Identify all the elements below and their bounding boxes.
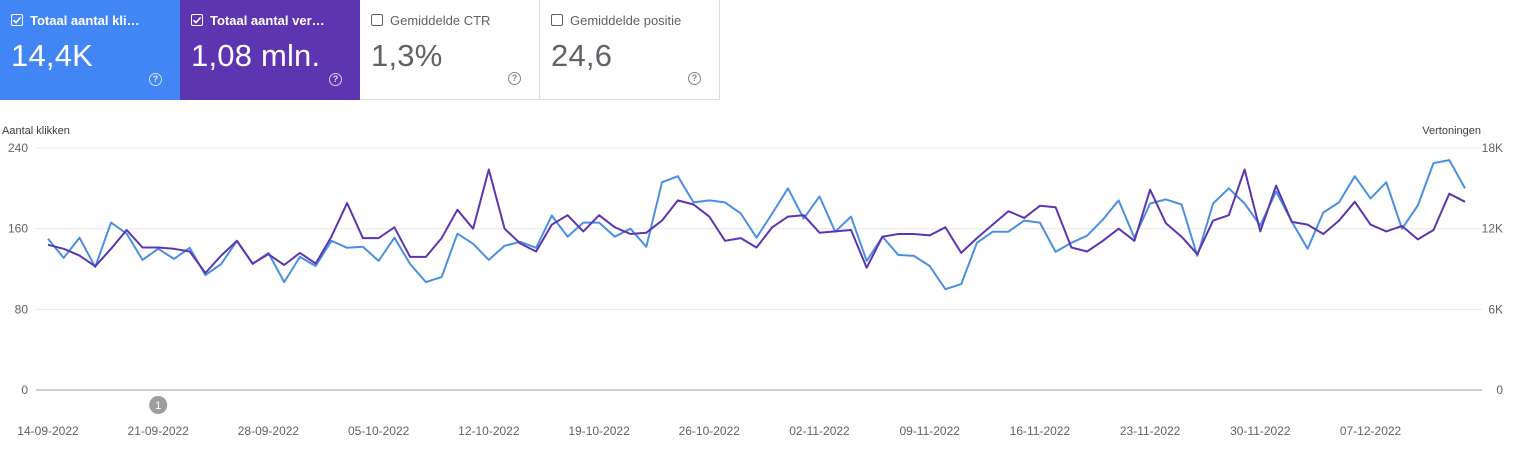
metric-card-clicks[interactable]: Totaal aantal klik… 14,4K ? — [0, 0, 180, 100]
y-right-tick-label: 6K — [1488, 302, 1503, 316]
y-right-tick-label: 0 — [1496, 383, 1503, 397]
metric-value: 14,4K — [11, 38, 94, 73]
left-axis-title: Aantal klikken — [2, 125, 70, 137]
x-tick-label: 16-11-2022 — [1010, 424, 1071, 438]
metric-cards: Totaal aantal klik… 14,4K ? Totaal aanta… — [0, 0, 720, 100]
annotation-label: 1 — [155, 400, 161, 412]
series-line-impressions — [47, 168, 1466, 274]
help-icon[interactable]: ? — [329, 73, 342, 86]
x-tick-label: 07-12-2022 — [1340, 424, 1402, 438]
x-tick-label: 19-10-2022 — [568, 424, 630, 438]
series-line-clicks — [47, 159, 1466, 291]
y-left-tick-label: 160 — [8, 222, 28, 236]
x-tick-label: 30-11-2022 — [1230, 424, 1291, 438]
right-axis-title: Vertoningen — [1422, 125, 1481, 137]
x-tick-label: 14-09-2022 — [17, 424, 79, 438]
y-right-tick-label: 12K — [1482, 222, 1503, 236]
gridlines — [36, 147, 1482, 391]
y-left-tick-label: 0 — [21, 383, 28, 397]
x-tick-label: 09-11-2022 — [899, 424, 960, 438]
help-icon[interactable]: ? — [149, 73, 162, 86]
x-axis-ticks: 14-09-2022 21-09-2022 28-09-2022 05-10-2022… — [17, 424, 1401, 438]
right-axis-ticks: 18K 12K 6K 0 — [1482, 141, 1504, 397]
annotation-marker[interactable]: 1 — [149, 396, 168, 414]
metric-value: 1,3% — [371, 38, 443, 73]
y-left-tick-label: 240 — [8, 141, 28, 155]
help-icon[interactable]: ? — [688, 72, 701, 85]
left-axis-ticks: 240 160 80 0 — [8, 141, 28, 397]
checkbox-unchecked-icon[interactable] — [551, 14, 563, 26]
help-icon[interactable]: ? — [508, 72, 521, 85]
y-left-tick-label: 80 — [15, 302, 29, 316]
checkbox-checked-icon[interactable] — [11, 14, 23, 26]
y-right-tick-label: 18K — [1482, 141, 1503, 155]
x-tick-label: 28-09-2022 — [238, 424, 300, 438]
x-tick-label: 05-10-2022 — [348, 424, 410, 438]
annotation-circle[interactable] — [149, 396, 168, 414]
checkbox-checked-icon[interactable] — [191, 14, 203, 26]
x-tick-label: 23-11-2022 — [1120, 424, 1181, 438]
x-tick-label: 02-11-2022 — [789, 424, 850, 438]
metric-card-position[interactable]: Gemiddelde positie 24,6 ? — [540, 0, 720, 100]
metric-card-impressions[interactable]: Totaal aantal vert… 1,08 mln. ? — [180, 0, 360, 100]
series-lines — [47, 159, 1466, 291]
x-tick-label: 26-10-2022 — [679, 424, 741, 438]
metric-value: 1,08 mln. — [191, 38, 321, 73]
x-tick-label: 12-10-2022 — [458, 424, 520, 438]
checkbox-unchecked-icon[interactable] — [371, 14, 383, 26]
metric-card-ctr[interactable]: Gemiddelde CTR 1,3% ? — [360, 0, 540, 100]
x-tick-label: 21-09-2022 — [128, 424, 190, 438]
metric-value: 24,6 — [551, 38, 613, 73]
